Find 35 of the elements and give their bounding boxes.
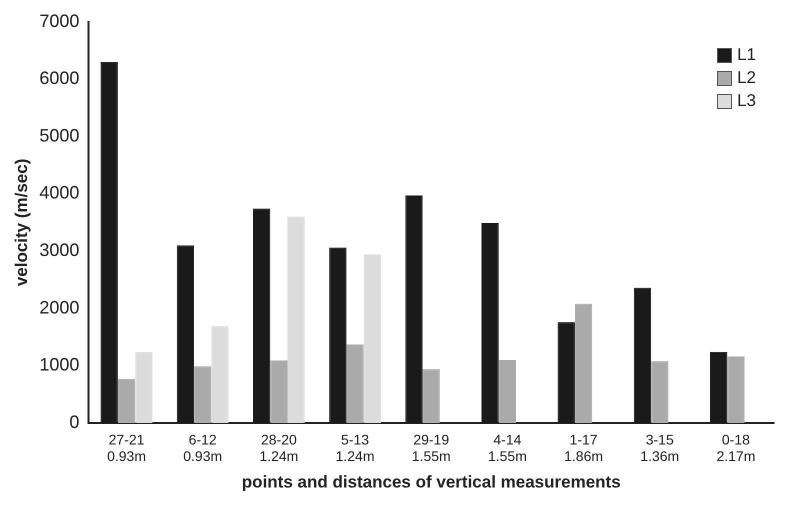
x-tick-label: 3-15 1.36m: [640, 431, 680, 464]
x-tick-label: 5-13 1.24m: [336, 431, 375, 464]
bar: [135, 352, 152, 423]
y-tick-label: 4000: [39, 182, 80, 203]
bar: [270, 360, 288, 423]
y-tick-label: 2000: [39, 297, 80, 318]
bar: [651, 361, 668, 423]
legend-label: L1: [737, 45, 756, 65]
bar: [288, 216, 305, 423]
y-tick-label: 1000: [39, 354, 80, 375]
bar: [727, 356, 745, 423]
bar: [574, 304, 592, 423]
legend-label: L3: [737, 91, 756, 111]
y-tick-label: 5000: [39, 125, 80, 146]
x-tick-label: 6-12 0.93m: [183, 431, 222, 464]
bar: [498, 360, 516, 423]
bar: [364, 254, 381, 423]
bar: [194, 366, 212, 423]
y-tick-label: 0: [69, 412, 80, 432]
bar: [422, 369, 440, 423]
bar: [118, 378, 136, 423]
x-tick-label: 1-17 1.86m: [564, 431, 604, 464]
bar: [346, 344, 364, 423]
x-tick-label: 28-20 1.24m: [259, 431, 298, 464]
legend-label: L2: [737, 68, 756, 88]
x-tick-label: 4-14 1.55m: [488, 431, 527, 464]
x-tick-label: 29-19 1.55m: [412, 431, 451, 464]
x-axis-title: points and distances of vertical measurements: [242, 472, 621, 492]
x-tick-label: 0-18 2.17m: [716, 431, 756, 464]
bar: [211, 326, 229, 423]
y-tick-label: 6000: [39, 68, 80, 88]
y-tick-label: 7000: [39, 10, 80, 31]
y-axis-title: velocity (m/sec): [12, 158, 31, 286]
x-tick-label: 27-21 0.93m: [107, 431, 146, 464]
y-tick-label: 3000: [39, 240, 80, 260]
